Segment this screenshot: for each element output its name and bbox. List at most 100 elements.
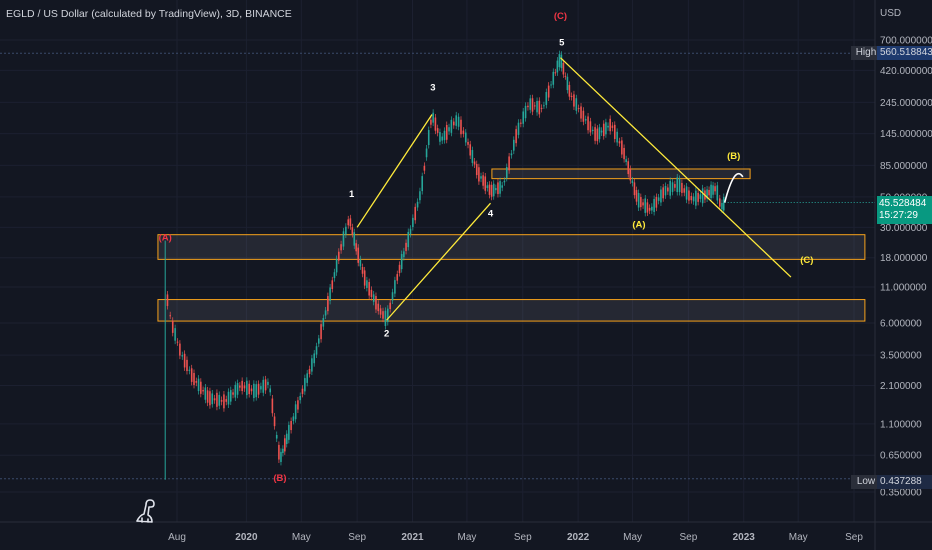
- wave-label: 5: [559, 37, 565, 48]
- candle-body: [430, 119, 432, 125]
- low-value: 0.437288: [877, 475, 932, 489]
- candle-body: [282, 448, 284, 454]
- candle-body: [488, 184, 491, 195]
- y-tick-label: 30.000000: [880, 223, 928, 234]
- chart-title: EGLD / US Dollar (calculated by TradingV…: [6, 8, 292, 20]
- currency-label: USD: [880, 8, 902, 19]
- candle-body: [564, 75, 567, 77]
- candle-body: [540, 107, 543, 109]
- y-tick-label: 1.100000: [880, 419, 922, 430]
- candle-body: [271, 398, 274, 414]
- candle-body: [398, 264, 401, 274]
- candle-body: [427, 130, 430, 146]
- candle-body: [253, 383, 255, 399]
- candle-body: [206, 390, 209, 403]
- support-resistance-zone: [491, 168, 751, 180]
- candle-body: [646, 202, 649, 213]
- candle-body: [181, 355, 184, 357]
- candle-body: [505, 166, 508, 178]
- y-tick-label: 420.000000: [880, 66, 932, 77]
- candle-body: [644, 198, 647, 213]
- candle-body: [202, 389, 204, 392]
- candle-body: [531, 98, 534, 112]
- candle-body: [290, 421, 292, 431]
- y-tick-label: 6.000000: [880, 319, 922, 330]
- candle-body: [195, 381, 198, 383]
- candle-body: [692, 196, 695, 202]
- y-tick-label: 2.100000: [880, 381, 922, 392]
- candle-body: [211, 393, 214, 405]
- candle-body: [308, 369, 311, 375]
- candle-body: [492, 183, 495, 197]
- candle-body: [657, 197, 660, 201]
- candle-body: [338, 251, 340, 261]
- candle-body: [400, 254, 403, 270]
- candle-body: [329, 287, 331, 301]
- candle-body: [706, 189, 708, 199]
- candle-body: [223, 394, 225, 409]
- candle-body: [174, 328, 176, 341]
- candle-body: [275, 434, 278, 439]
- candle-body: [412, 217, 414, 228]
- candle-body: [520, 122, 522, 124]
- candle-body: [257, 383, 260, 395]
- candle-body: [660, 189, 662, 203]
- candle-body: [389, 302, 391, 310]
- candle-body: [366, 280, 368, 288]
- candle-body: [699, 194, 702, 199]
- candle-body: [345, 226, 347, 235]
- wave-label: 3: [430, 82, 435, 93]
- y-tick-label: 145.000000: [880, 129, 932, 140]
- candle-body: [335, 258, 338, 273]
- wave-label: (B): [727, 151, 740, 162]
- candle-body: [209, 391, 211, 406]
- candle-body: [607, 125, 609, 128]
- candle-body: [294, 404, 297, 420]
- candle-body: [710, 184, 712, 199]
- candle-body: [379, 308, 382, 315]
- last-price-badge: 45.528484 15:27:29: [877, 196, 932, 224]
- candle-body: [582, 110, 585, 122]
- wave-label: 1: [349, 189, 355, 200]
- y-tick-label: 245.000000: [880, 98, 932, 109]
- candle-body: [218, 394, 221, 406]
- candle-body: [186, 359, 188, 372]
- candle-body: [327, 296, 329, 312]
- candle-body: [618, 141, 621, 144]
- candle-body: [631, 180, 634, 184]
- candle-body: [273, 416, 276, 427]
- candle-body: [462, 130, 465, 134]
- candle-body: [306, 373, 308, 383]
- candle-body: [317, 338, 320, 344]
- candle-body: [664, 185, 667, 196]
- candle-body: [421, 176, 424, 192]
- x-tick-label: Aug: [168, 532, 186, 543]
- candle-body: [460, 119, 462, 135]
- candle-body: [605, 122, 607, 135]
- candle-body: [533, 105, 536, 107]
- candle-body: [623, 147, 625, 160]
- candle-body: [640, 197, 642, 208]
- last-price-value: 45.528484: [879, 198, 927, 209]
- candle-body: [387, 308, 389, 323]
- candle-body: [669, 180, 671, 196]
- candle-body: [248, 383, 250, 395]
- candle-body: [570, 95, 573, 98]
- candle-body: [450, 119, 453, 133]
- candle-body: [671, 182, 674, 192]
- candle-body: [351, 227, 354, 235]
- candle-body: [708, 189, 710, 196]
- candle-body: [596, 128, 599, 142]
- x-tick-label: Sep: [679, 532, 697, 543]
- candle-body: [375, 296, 377, 310]
- candle-body: [464, 132, 467, 143]
- candle-body: [204, 387, 207, 400]
- candle-body: [674, 184, 676, 188]
- candle-body: [311, 358, 313, 372]
- candle-body: [536, 101, 538, 113]
- candle-body: [188, 369, 191, 371]
- candle-body: [213, 398, 216, 401]
- candle-body: [681, 182, 683, 193]
- candle-body: [560, 54, 563, 69]
